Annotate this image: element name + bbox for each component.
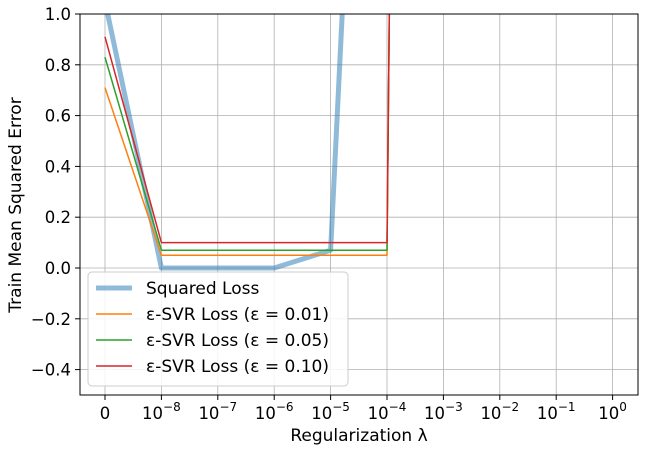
plot-frame — [79, 13, 639, 396]
x-axis-title: Regularization λ — [290, 426, 427, 446]
x-tick-exponent: −4 — [389, 400, 407, 414]
x-tick-exponent: −3 — [445, 400, 463, 414]
y-axis-title: Train Mean Squared Error — [6, 97, 26, 313]
legend-label-1: ε-SVR Loss (ε = 0.01) — [146, 305, 329, 325]
legend-label-2: ε-SVR Loss (ε = 0.05) — [146, 331, 329, 351]
legend-box — [87, 271, 349, 387]
legend[interactable]: Squared Loss ε-SVR Loss (ε = 0.01) ε-SVR L… — [87, 271, 349, 387]
series-line-2 — [104, 14, 391, 251]
y-tick-label: −0.2 — [31, 310, 71, 329]
x-tick-exponent: −2 — [501, 400, 519, 414]
x-tick-exponent: −5 — [332, 400, 350, 414]
y-tick-label: 0.8 — [45, 56, 71, 75]
y-tick-label: 0.4 — [45, 157, 71, 176]
grid — [80, 13, 638, 395]
y-tick-label: 1.0 — [45, 5, 71, 24]
series-line-1 — [104, 14, 391, 257]
x-tick-exponent: 0 — [619, 400, 627, 414]
legend-label-0: Squared Loss — [146, 279, 259, 299]
series-layer — [104, 14, 391, 271]
y-tick-label: 0.2 — [45, 208, 71, 227]
series-line-0 — [105, 14, 345, 271]
y-tick-label: 0.6 — [45, 107, 71, 126]
y-tick-label: −0.4 — [31, 361, 71, 380]
series-line-3 — [104, 14, 391, 244]
x-tick-exponent: −8 — [163, 400, 181, 414]
x-tick-exponent: −1 — [558, 400, 576, 414]
x-tick-exponent: −6 — [276, 400, 294, 414]
y-tick-label: 0.0 — [45, 259, 71, 278]
x-tick-exponent: −7 — [219, 400, 237, 414]
legend-label-3: ε-SVR Loss (ε = 0.10) — [146, 357, 329, 377]
x-tick-label: 0 — [100, 404, 111, 423]
